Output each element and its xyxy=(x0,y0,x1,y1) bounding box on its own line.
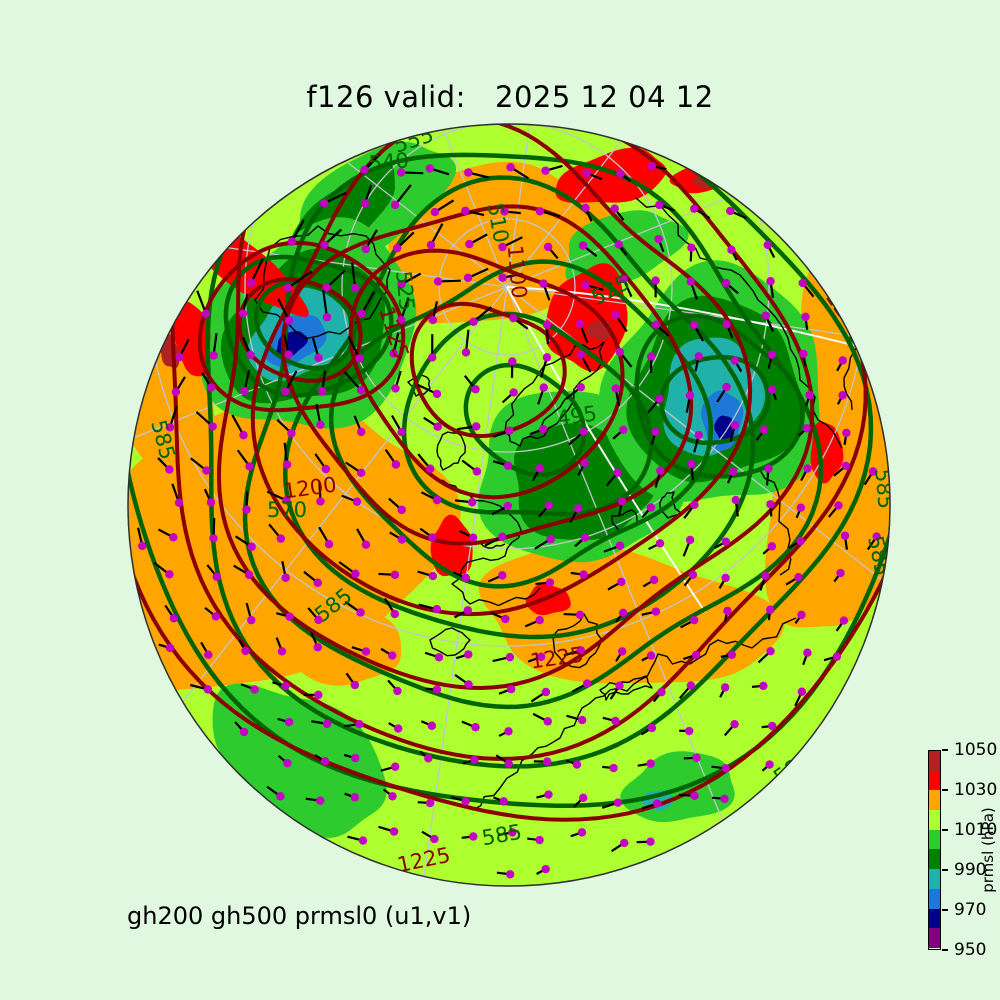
colorbar-tick-label: 990 xyxy=(954,860,987,880)
contour-label-gh500: 495 xyxy=(555,401,598,430)
colorbar-tick xyxy=(942,829,948,831)
contour-label-gh200: 1100 xyxy=(503,244,532,299)
colorbar-tick-label: 1010 xyxy=(954,820,998,840)
contour-label-gh500: 570 xyxy=(430,89,474,121)
colorbar-segment xyxy=(929,810,940,830)
colorbar-segment xyxy=(929,928,940,948)
colorbar-segment xyxy=(929,888,940,909)
colorbar-tick xyxy=(942,749,948,751)
fields-label: gh200 gh500 prmsl0 (u1,v1) xyxy=(127,902,472,930)
colorbar-tick xyxy=(942,909,948,911)
colorbar-segment xyxy=(929,751,940,771)
colorbar-tick-label: 1050 xyxy=(954,740,998,760)
colorbar-tick-label: 970 xyxy=(954,900,987,920)
colorbar-segment xyxy=(929,790,940,811)
contour-label-gh500: 525 xyxy=(391,270,418,312)
colorbar-axis-label: prmsl (hPa) xyxy=(979,807,997,893)
colorbar-tick-label: 1030 xyxy=(954,780,998,800)
colorbar-segment xyxy=(929,770,940,791)
colorbar-tick xyxy=(942,789,948,791)
contour-label-gh500: 585 xyxy=(870,468,897,510)
colorbar-segment xyxy=(929,849,940,870)
colorbar xyxy=(928,750,941,950)
colorbar-segment xyxy=(929,908,940,929)
colorbar-segment xyxy=(929,869,940,889)
colorbar-segment xyxy=(929,829,940,850)
page-title: f126 valid: 2025 12 04 12 xyxy=(306,80,714,114)
contour-label-gh500: 570 xyxy=(267,498,307,522)
contour-label-gh500: 540 xyxy=(368,148,410,175)
colorbar-tick xyxy=(942,949,948,951)
colorbar-tick-label: 950 xyxy=(954,940,987,960)
colorbar-tick xyxy=(942,869,948,871)
